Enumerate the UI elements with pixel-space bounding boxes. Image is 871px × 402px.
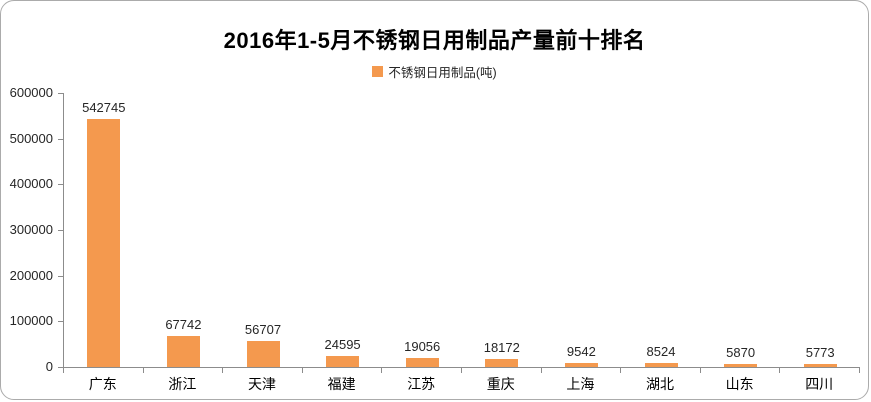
bar-value-label: 19056 [404, 339, 441, 354]
bar-value-label: 542745 [82, 100, 126, 115]
bar-天津[interactable] [246, 341, 280, 367]
y-tick-label: 0 [45, 359, 53, 374]
bar-value-label: 8524 [646, 344, 676, 359]
legend-label: 不锈钢日用制品(吨) [388, 66, 497, 80]
y-tick-mark [58, 321, 63, 323]
x-tick-mark [461, 368, 462, 373]
bar-广东[interactable] [87, 119, 121, 367]
bar-山东[interactable] [724, 364, 758, 367]
bar-value-label: 24595 [324, 337, 361, 352]
bar-value-label: 18172 [483, 340, 520, 355]
y-tick-mark [58, 93, 63, 94]
x-category-label[interactable]: 天津 [247, 376, 276, 392]
bar-福建[interactable] [326, 356, 360, 367]
y-tick-label: 600000 [9, 85, 53, 100]
y-tick-label: 300000 [9, 222, 53, 237]
x-tick-mark [222, 368, 223, 373]
y-tick-mark [58, 275, 63, 277]
x-tick-mark [700, 368, 701, 373]
y-tick-mark [58, 367, 63, 368]
legend-marker-icon [372, 66, 384, 77]
x-tick-mark [541, 368, 542, 373]
bar-湖北[interactable] [644, 363, 678, 367]
y-tick-label: 200000 [9, 267, 53, 283]
bar-value-label: 9542 [566, 344, 596, 359]
bar-value-label: 5773 [805, 345, 835, 360]
chart-title[interactable]: 2016年1-5月不锈钢日用制品产量前十排名 [223, 28, 646, 53]
x-tick-mark [381, 368, 382, 373]
bar-value-label: 56707 [244, 322, 282, 337]
x-tick-mark [302, 368, 303, 373]
y-tick-label: 500000 [9, 130, 53, 146]
x-category-label[interactable]: 湖北 [645, 376, 674, 392]
y-tick-mark [58, 230, 63, 231]
x-category-label[interactable]: 山东 [725, 376, 754, 392]
x-tick-mark [620, 368, 621, 373]
x-category-label[interactable]: 广东 [88, 376, 117, 392]
bar-浙江[interactable] [166, 336, 200, 367]
x-tick-mark [143, 368, 144, 373]
bar-重庆[interactable] [485, 359, 519, 367]
bar-value-label: 5870 [726, 345, 756, 360]
y-tick-label: 100000 [9, 313, 53, 329]
x-tick-mark [63, 368, 64, 373]
x-category-label[interactable]: 四川 [805, 376, 834, 392]
bar-value-label: 67742 [165, 317, 202, 332]
x-category-label[interactable]: 重庆 [486, 376, 515, 392]
x-category-label[interactable]: 浙江 [168, 376, 197, 392]
x-category-label[interactable]: 福建 [327, 376, 356, 392]
x-tick-mark [859, 368, 860, 373]
bar-上海[interactable] [564, 363, 598, 367]
plot-area[interactable]: 542745 67742 56707 24595 19056 18172 9542 8524 5… [63, 93, 860, 368]
bar-四川[interactable] [803, 364, 837, 367]
y-tick-label: 400000 [9, 176, 53, 192]
x-category-label[interactable]: 上海 [566, 376, 595, 392]
x-tick-mark [779, 368, 780, 373]
legend[interactable]: 不锈钢日用制品(吨) [1, 62, 868, 81]
y-tick-mark [58, 138, 63, 140]
x-category-label[interactable]: 江苏 [407, 376, 436, 392]
y-tick-mark [58, 184, 63, 186]
bar-江苏[interactable] [405, 358, 439, 367]
